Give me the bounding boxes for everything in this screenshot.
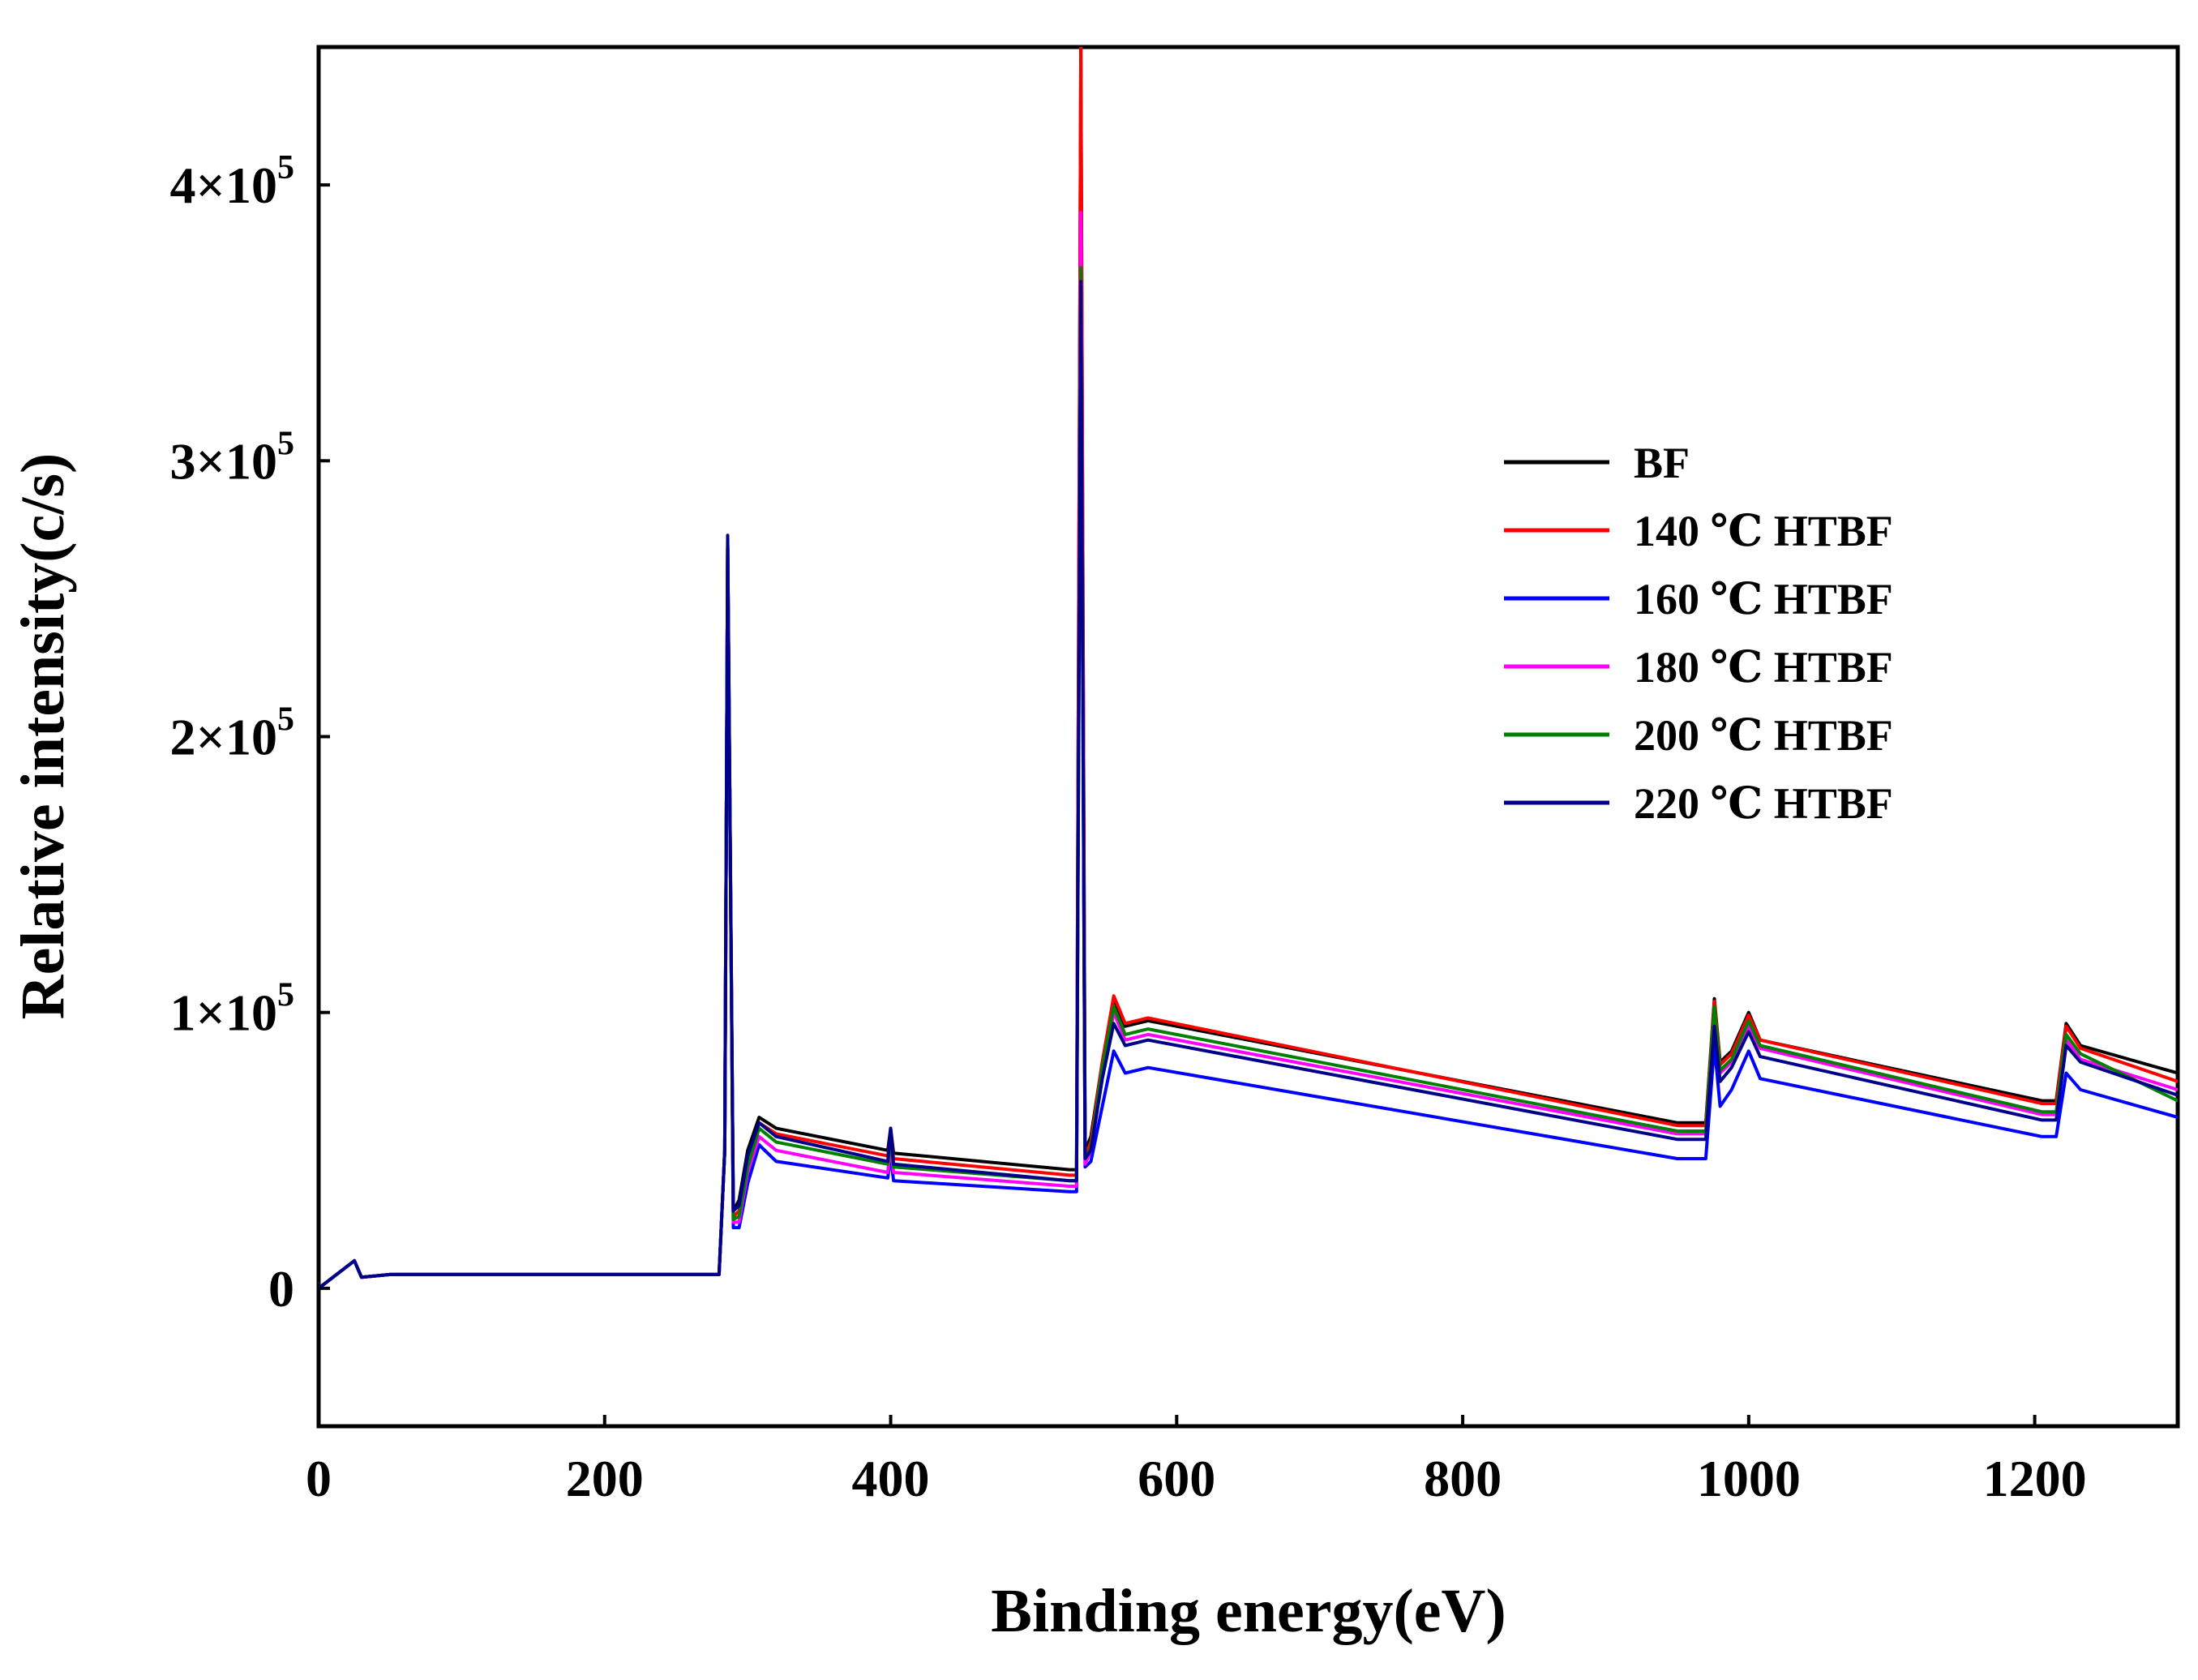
series-line-5 [319, 280, 2178, 1290]
y-tick-label: 1×105 [170, 977, 294, 1042]
y-tick-label: 0 [268, 1260, 294, 1318]
series-line-2 [319, 294, 2178, 1290]
x-tick-label: 0 [306, 1450, 332, 1507]
y-tick-label: 4×105 [170, 149, 294, 214]
series-line-3 [319, 211, 2178, 1290]
x-tick-label: 800 [1424, 1450, 1502, 1507]
legend: BF 140 ℃ HTBF 160 ℃ HTBF 180 ℃ HTBF 200 ℃ HT… [1504, 439, 1893, 828]
plot-frame [316, 45, 2180, 1429]
x-tick-label: 1000 [1697, 1450, 1801, 1507]
legend-label: BF [1634, 439, 1690, 487]
series-line-0 [319, 47, 2178, 1290]
x-tick-label: 600 [1138, 1450, 1215, 1507]
x-axis-ticks: 0 200 400 600 800 1000 1200 [306, 1415, 2087, 1507]
series-line-1 [319, 47, 2178, 1290]
x-tick-label: 400 [852, 1450, 930, 1507]
legend-label: 160 ℃ HTBF [1634, 575, 1893, 624]
y-axis-ticks: 0 1×105 2×105 3×105 4×105 [170, 149, 330, 1318]
legend-label: 140 ℃ HTBF [1634, 507, 1893, 555]
legend-label: 200 ℃ HTBF [1634, 711, 1893, 760]
x-axis-title: Binding energy(eV) [991, 1577, 1506, 1645]
y-tick-label: 3×105 [170, 425, 294, 490]
y-axis-title: Relative intensity(c/s) [9, 453, 77, 1020]
x-tick-label: 1200 [1983, 1450, 2087, 1507]
y-tick-label: 2×105 [170, 701, 294, 766]
x-tick-label: 200 [566, 1450, 644, 1507]
series-layer [319, 47, 2178, 1290]
legend-label: 180 ℃ HTBF [1634, 643, 1893, 692]
legend-label: 220 ℃ HTBF [1634, 779, 1893, 828]
series-line-4 [319, 266, 2178, 1290]
